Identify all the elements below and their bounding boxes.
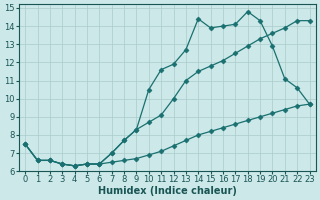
X-axis label: Humidex (Indice chaleur): Humidex (Indice chaleur) bbox=[98, 186, 237, 196]
